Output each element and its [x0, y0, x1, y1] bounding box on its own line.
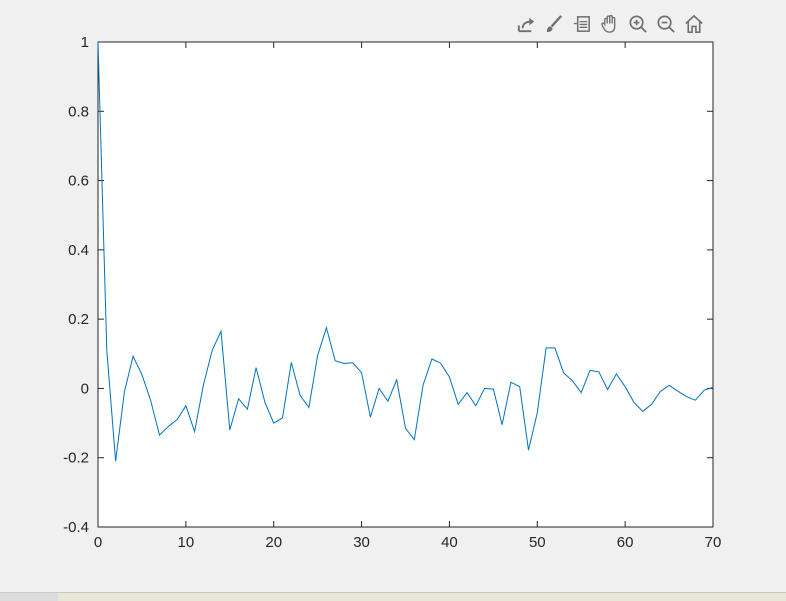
export-icon: [517, 17, 535, 33]
y-tick-label: -0.2: [63, 450, 89, 467]
zoom-in-icon: [629, 15, 647, 33]
legend-button[interactable]: [570, 12, 594, 36]
strip-left-panel: [0, 593, 58, 601]
zoom-in-button[interactable]: [626, 12, 650, 36]
y-tick-label: 0: [81, 380, 89, 397]
x-tick-label: 20: [265, 534, 282, 551]
y-tick-label: -0.4: [63, 519, 89, 536]
y-tick-label: 0.8: [68, 103, 89, 120]
plot-area: [97, 41, 714, 528]
line-chart: 0 10 20 30 40 50 60 70 -0.4 -0.2 0 0.2 0.4 0.6 0.8 1: [63, 34, 722, 551]
brush-button[interactable]: [542, 12, 566, 36]
x-tick-label: 60: [617, 534, 634, 551]
data-series-line: [97, 41, 714, 462]
pan-hand-button[interactable]: [598, 12, 622, 36]
brush-icon: [546, 15, 563, 33]
figure-toolbar: [514, 12, 706, 40]
x-tick-label: 10: [178, 534, 195, 551]
x-tick-label: 40: [441, 534, 458, 551]
zoom-out-button[interactable]: [654, 12, 678, 36]
y-tick-label: 0.6: [68, 173, 89, 190]
x-tick-label: 30: [353, 534, 370, 551]
command-window-strip: [0, 592, 786, 601]
legend-icon: [573, 16, 590, 32]
home-button[interactable]: [682, 12, 706, 36]
x-tick-label: 50: [529, 534, 546, 551]
y-tick-label: 1: [81, 34, 89, 51]
export-button[interactable]: [514, 12, 538, 36]
x-tick-label: 0: [94, 534, 102, 551]
pan-hand-icon: [601, 14, 616, 33]
y-tick-label: 0.4: [68, 242, 89, 259]
x-tick-label: 70: [705, 534, 722, 551]
zoom-out-icon: [657, 15, 675, 33]
home-icon: [685, 14, 703, 33]
y-tick-label: 0.2: [68, 311, 89, 328]
